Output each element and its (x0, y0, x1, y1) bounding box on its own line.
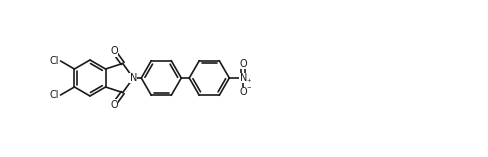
Text: O: O (240, 59, 247, 69)
Text: Cl: Cl (49, 90, 59, 100)
Text: $^-$: $^-$ (244, 84, 252, 92)
Text: N: N (240, 73, 247, 83)
Text: O: O (110, 46, 118, 56)
Text: $^+$: $^+$ (245, 78, 252, 87)
Text: O: O (240, 87, 247, 97)
Text: N: N (130, 73, 137, 83)
Text: O: O (110, 100, 118, 110)
Text: Cl: Cl (49, 56, 59, 66)
